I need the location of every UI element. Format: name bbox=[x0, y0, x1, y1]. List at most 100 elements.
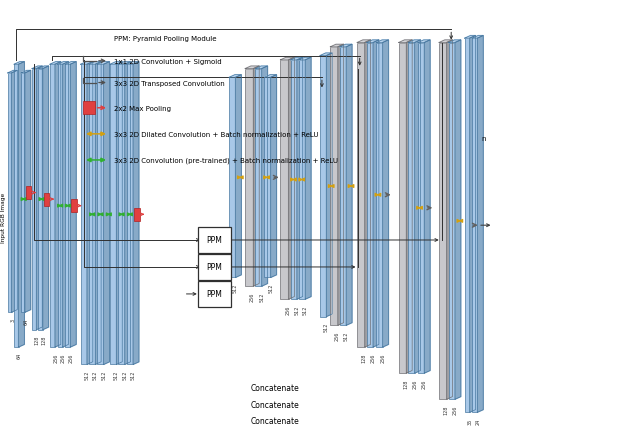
Polygon shape bbox=[376, 41, 388, 43]
Bar bbox=[44, 193, 49, 206]
Polygon shape bbox=[133, 62, 139, 365]
Text: 512: 512 bbox=[294, 305, 300, 314]
Text: 256: 256 bbox=[285, 305, 290, 314]
Polygon shape bbox=[110, 62, 122, 65]
FancyBboxPatch shape bbox=[198, 228, 231, 253]
Bar bbox=[245, 69, 253, 286]
Text: 3x3 2D Transposed Convolution: 3x3 2D Transposed Convolution bbox=[114, 80, 225, 86]
Text: 64: 64 bbox=[17, 352, 22, 358]
Polygon shape bbox=[255, 67, 268, 69]
Text: 512: 512 bbox=[114, 370, 119, 379]
Polygon shape bbox=[32, 67, 42, 69]
Bar bbox=[65, 65, 70, 347]
Text: 64: 64 bbox=[24, 318, 29, 324]
Text: 512: 512 bbox=[122, 370, 127, 379]
Polygon shape bbox=[455, 41, 461, 399]
Polygon shape bbox=[415, 41, 420, 373]
Bar bbox=[472, 39, 477, 412]
Bar bbox=[50, 65, 55, 347]
Bar bbox=[58, 65, 63, 347]
Bar bbox=[21, 74, 25, 312]
Polygon shape bbox=[95, 62, 101, 365]
Text: 512: 512 bbox=[303, 305, 308, 314]
Bar bbox=[89, 65, 95, 365]
Polygon shape bbox=[465, 36, 476, 39]
Polygon shape bbox=[340, 45, 352, 48]
Polygon shape bbox=[271, 76, 276, 278]
Polygon shape bbox=[236, 76, 241, 278]
Polygon shape bbox=[365, 41, 371, 347]
Polygon shape bbox=[367, 41, 379, 43]
Polygon shape bbox=[357, 41, 371, 43]
Polygon shape bbox=[291, 58, 303, 61]
Polygon shape bbox=[63, 62, 68, 347]
Polygon shape bbox=[477, 36, 483, 412]
Polygon shape bbox=[8, 71, 17, 74]
Bar bbox=[14, 65, 19, 347]
Text: 3x3 2D Dilated Convolution + Batch normalization + ReLU: 3x3 2D Dilated Convolution + Batch norma… bbox=[114, 132, 319, 138]
Polygon shape bbox=[280, 58, 294, 61]
Polygon shape bbox=[399, 41, 412, 43]
Polygon shape bbox=[424, 41, 430, 373]
Bar bbox=[299, 61, 305, 299]
Polygon shape bbox=[330, 45, 344, 48]
Text: n: n bbox=[481, 136, 486, 142]
Text: 256: 256 bbox=[250, 292, 255, 301]
Bar bbox=[357, 43, 365, 347]
Polygon shape bbox=[65, 62, 76, 65]
Polygon shape bbox=[127, 62, 139, 65]
Text: 256: 256 bbox=[53, 352, 58, 362]
FancyBboxPatch shape bbox=[198, 255, 231, 280]
Polygon shape bbox=[253, 67, 259, 286]
Text: 256: 256 bbox=[335, 331, 340, 340]
Bar bbox=[97, 65, 104, 365]
Text: 512: 512 bbox=[344, 331, 349, 340]
Text: 128: 128 bbox=[362, 352, 367, 362]
Polygon shape bbox=[81, 62, 93, 65]
Polygon shape bbox=[21, 71, 31, 74]
Text: PPM: Pyramid Pooling Module: PPM: Pyramid Pooling Module bbox=[114, 36, 216, 42]
Text: 512: 512 bbox=[268, 283, 273, 293]
Polygon shape bbox=[25, 71, 31, 312]
Bar bbox=[280, 61, 289, 299]
Bar bbox=[81, 65, 87, 365]
Text: 256: 256 bbox=[371, 352, 376, 362]
Bar bbox=[340, 48, 346, 326]
Text: Concatenate: Concatenate bbox=[251, 417, 300, 425]
Polygon shape bbox=[439, 41, 452, 43]
Polygon shape bbox=[449, 41, 461, 43]
Polygon shape bbox=[418, 41, 430, 43]
Polygon shape bbox=[262, 67, 268, 286]
Bar bbox=[439, 43, 447, 399]
Bar bbox=[376, 43, 383, 347]
Text: 512: 512 bbox=[259, 292, 264, 301]
Text: 128: 128 bbox=[444, 404, 449, 414]
Polygon shape bbox=[89, 62, 101, 65]
Polygon shape bbox=[373, 41, 379, 347]
Bar bbox=[134, 208, 140, 221]
Polygon shape bbox=[116, 62, 122, 365]
Text: 128: 128 bbox=[35, 335, 40, 345]
FancyBboxPatch shape bbox=[198, 282, 231, 307]
Polygon shape bbox=[447, 41, 452, 399]
Polygon shape bbox=[245, 67, 259, 69]
Text: 256: 256 bbox=[452, 404, 458, 414]
Bar bbox=[418, 43, 424, 373]
Polygon shape bbox=[472, 36, 483, 39]
Text: 512: 512 bbox=[84, 370, 90, 379]
Bar bbox=[320, 56, 326, 317]
Bar bbox=[465, 39, 470, 412]
Bar bbox=[118, 65, 125, 365]
Bar bbox=[399, 43, 406, 373]
Text: 3: 3 bbox=[10, 318, 15, 321]
Polygon shape bbox=[70, 62, 76, 347]
Bar bbox=[71, 200, 77, 213]
Polygon shape bbox=[38, 67, 49, 69]
Polygon shape bbox=[383, 41, 388, 347]
Polygon shape bbox=[104, 62, 109, 365]
Text: 512: 512 bbox=[93, 370, 98, 379]
Text: PPM: PPM bbox=[207, 290, 222, 299]
Polygon shape bbox=[43, 67, 49, 330]
Polygon shape bbox=[408, 41, 420, 43]
Bar bbox=[367, 43, 373, 347]
